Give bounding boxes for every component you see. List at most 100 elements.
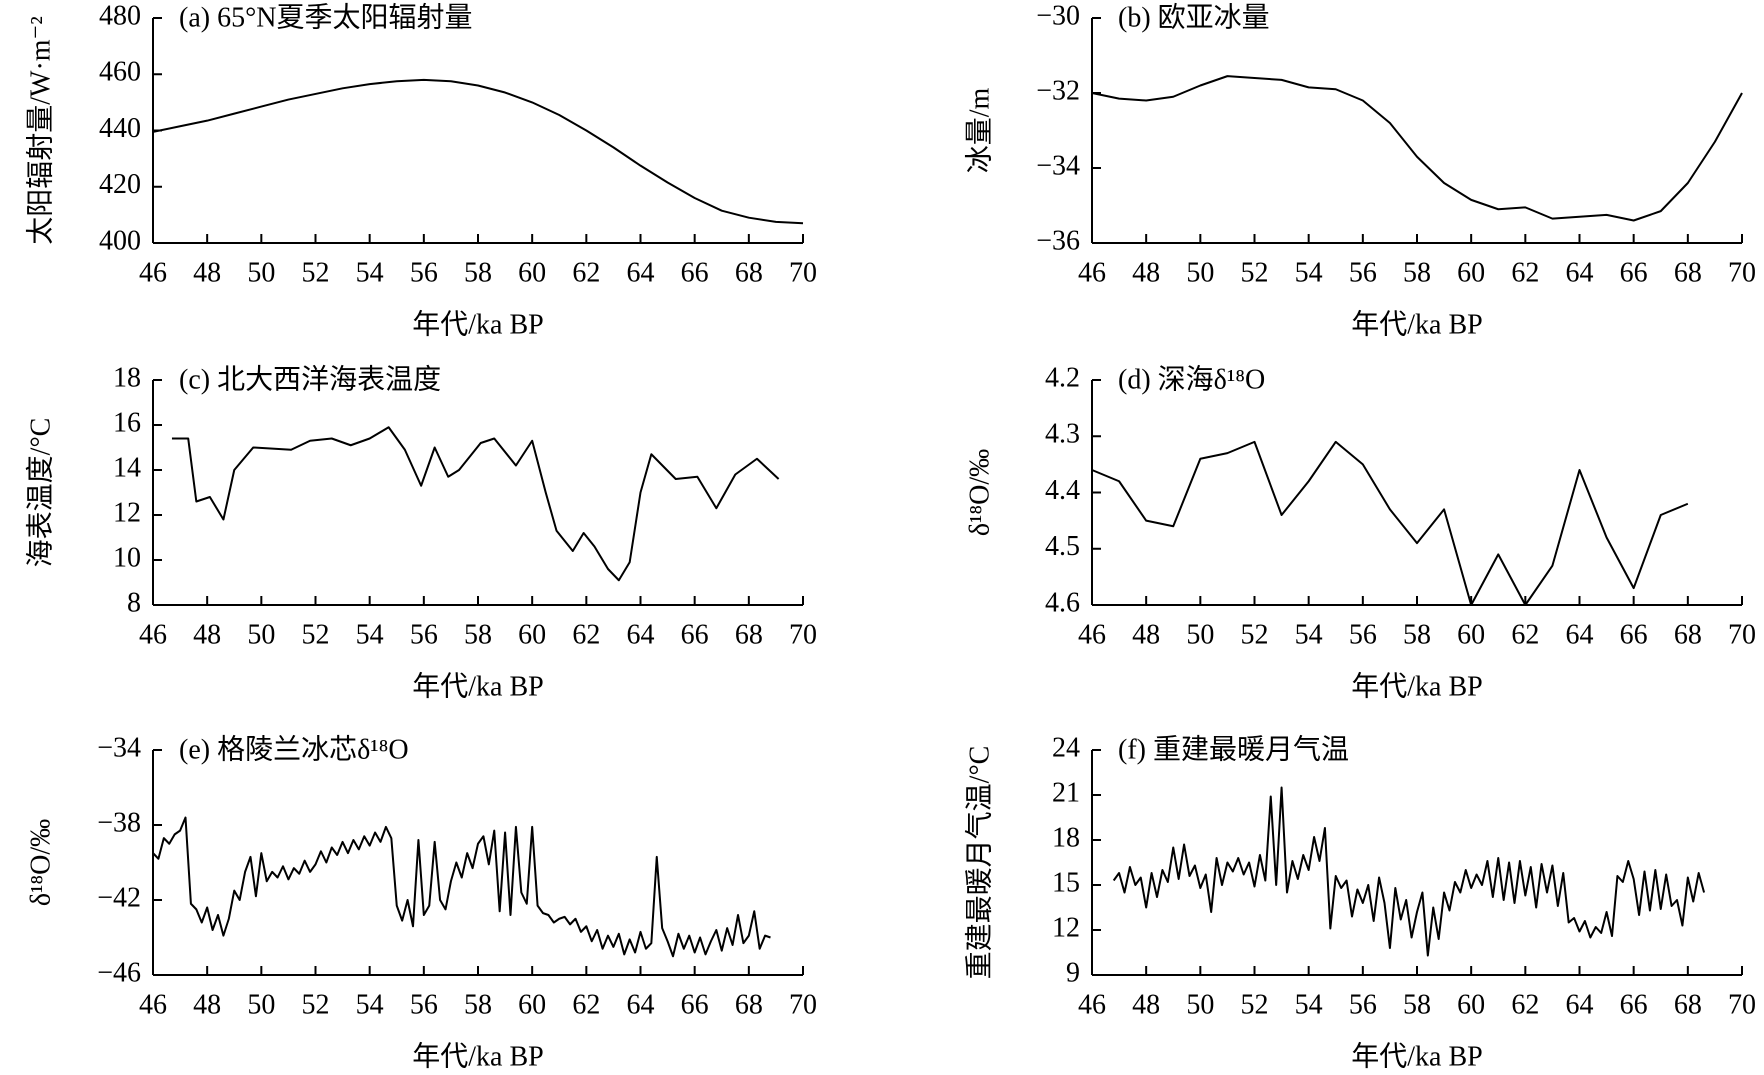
x-tick-label: 62 — [1511, 257, 1539, 288]
y-tick-label: 4.6 — [1045, 587, 1080, 618]
y-axis-label: 重建最暖月气温/°C — [963, 746, 995, 980]
x-tick-label: 64 — [1566, 989, 1594, 1020]
x-tick-label: 54 — [356, 989, 384, 1020]
y-tick-label: 12 — [113, 497, 141, 528]
x-tick-label: 56 — [1349, 257, 1377, 288]
x-tick-label: 64 — [627, 619, 655, 650]
y-tick-label: 4.2 — [1045, 362, 1080, 393]
x-tick-label: 68 — [735, 989, 763, 1020]
chart-title: (c) 北大西洋海表温度 — [179, 363, 441, 395]
chart-title: (a) 65°N夏季太阳辐射量 — [179, 1, 473, 33]
y-tick-label: −38 — [97, 807, 141, 838]
y-tick-label: 21 — [1052, 777, 1080, 808]
x-tick-label: 70 — [1728, 257, 1756, 288]
x-axis-label: 年代/ka BP — [412, 670, 543, 702]
x-tick-label: 62 — [572, 989, 600, 1020]
x-tick-label: 48 — [1132, 989, 1160, 1020]
x-tick-label: 46 — [1078, 619, 1106, 650]
x-tick-label: 64 — [627, 257, 655, 288]
x-tick-label: 52 — [302, 257, 330, 288]
x-tick-label: 56 — [1349, 619, 1377, 650]
x-tick-label: 52 — [302, 989, 330, 1020]
x-tick-label: 62 — [572, 257, 600, 288]
x-tick-label: 56 — [410, 619, 438, 650]
x-tick-label: 54 — [1295, 619, 1323, 650]
y-axis-label: 冰量/m — [963, 88, 995, 174]
y-tick-label: 10 — [113, 542, 141, 573]
x-tick-label: 66 — [1620, 257, 1648, 288]
x-tick-label: 56 — [410, 989, 438, 1020]
x-tick-label: 70 — [789, 619, 817, 650]
x-tick-label: 58 — [1403, 989, 1431, 1020]
x-axis-label: 年代/ka BP — [1351, 1040, 1482, 1072]
x-tick-label: 70 — [1728, 619, 1756, 650]
x-tick-label: 52 — [1241, 257, 1269, 288]
x-tick-label: 48 — [193, 257, 221, 288]
x-tick-label: 58 — [464, 989, 492, 1020]
x-tick-label: 66 — [681, 989, 709, 1020]
x-tick-label: 68 — [735, 619, 763, 650]
y-tick-label: 460 — [99, 57, 141, 88]
chart-title: (b) 欧亚冰量 — [1118, 1, 1270, 33]
x-tick-label: 60 — [518, 257, 546, 288]
y-tick-label: 14 — [113, 452, 141, 483]
x-tick-label: 60 — [1457, 989, 1485, 1020]
x-tick-label: 58 — [1403, 619, 1431, 650]
x-tick-label: 70 — [1728, 989, 1756, 1020]
x-tick-label: 70 — [789, 989, 817, 1020]
y-tick-label: 440 — [99, 113, 141, 144]
x-tick-label: 48 — [193, 619, 221, 650]
x-tick-label: 50 — [247, 619, 275, 650]
x-tick-label: 50 — [247, 257, 275, 288]
x-tick-label: 52 — [1241, 989, 1269, 1020]
x-tick-label: 66 — [1620, 619, 1648, 650]
x-tick-label: 62 — [1511, 619, 1539, 650]
x-tick-label: 68 — [1674, 619, 1702, 650]
data-line — [152, 78, 804, 225]
y-axis-label: δ¹⁸O/‰ — [964, 449, 995, 536]
y-tick-label: 8 — [127, 587, 141, 618]
x-axis-label: 年代/ka BP — [412, 1040, 543, 1072]
y-tick-label: −32 — [1036, 75, 1080, 106]
x-tick-label: 62 — [1511, 989, 1539, 1020]
x-tick-label: 58 — [464, 619, 492, 650]
x-tick-label: 48 — [1132, 619, 1160, 650]
x-tick-label: 46 — [1078, 257, 1106, 288]
y-tick-label: 24 — [1052, 732, 1080, 763]
y-tick-label: 15 — [1052, 867, 1080, 898]
y-tick-label: 480 — [99, 0, 141, 31]
x-axis-label: 年代/ka BP — [1351, 670, 1482, 702]
x-tick-label: 64 — [627, 989, 655, 1020]
x-tick-label: 60 — [518, 989, 546, 1020]
y-tick-label: 12 — [1052, 912, 1080, 943]
y-tick-label: −36 — [1036, 225, 1080, 256]
y-tick-label: −30 — [1036, 0, 1080, 31]
y-tick-label: 400 — [99, 225, 141, 256]
y-tick-label: 4.3 — [1045, 419, 1080, 450]
x-tick-label: 66 — [1620, 989, 1648, 1020]
data-line — [171, 426, 780, 582]
x-tick-label: 64 — [1566, 619, 1594, 650]
y-axis-label: δ¹⁸O/‰ — [25, 819, 56, 906]
y-tick-label: 18 — [113, 362, 141, 393]
x-tick-label: 52 — [1241, 619, 1269, 650]
x-tick-label: 46 — [139, 619, 167, 650]
x-tick-label: 54 — [1295, 989, 1323, 1020]
x-axis-label: 年代/ka BP — [412, 308, 543, 340]
x-tick-label: 48 — [1132, 257, 1160, 288]
x-tick-label: 56 — [1349, 989, 1377, 1020]
x-tick-label: 68 — [1674, 257, 1702, 288]
chart-title: (f) 重建最暖月气温 — [1118, 733, 1349, 765]
chart-title: (e) 格陵兰冰芯δ¹⁸O — [179, 733, 409, 765]
x-tick-label: 62 — [572, 619, 600, 650]
x-tick-label: 58 — [1403, 257, 1431, 288]
y-tick-label: 16 — [113, 407, 141, 438]
x-tick-label: 50 — [247, 989, 275, 1020]
data-line — [1091, 75, 1743, 222]
x-tick-label: 54 — [356, 257, 384, 288]
x-tick-label: 68 — [1674, 989, 1702, 1020]
x-tick-label: 60 — [518, 619, 546, 650]
data-line — [1091, 440, 1689, 606]
